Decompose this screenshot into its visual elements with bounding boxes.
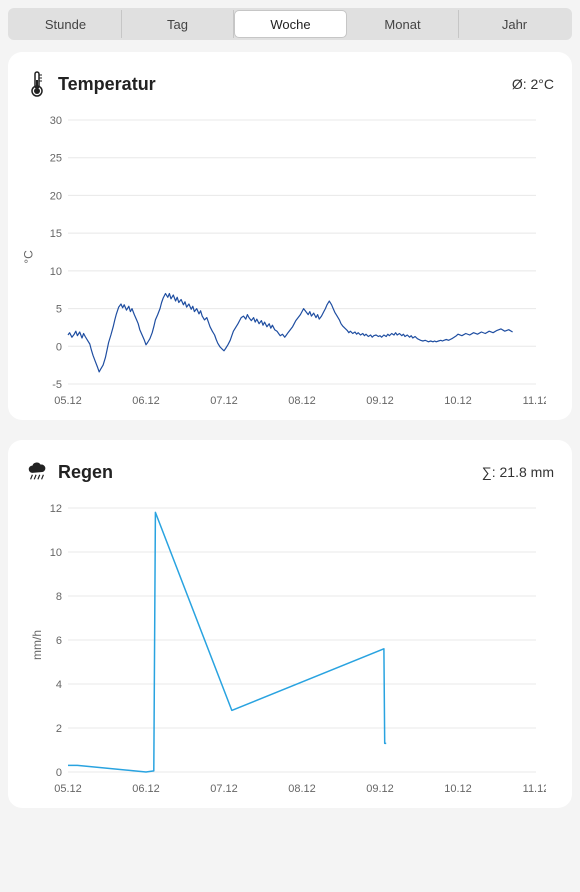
svg-text:2: 2 bbox=[56, 723, 62, 735]
svg-text:06.12: 06.12 bbox=[132, 395, 160, 407]
tab-label: Woche bbox=[270, 17, 310, 32]
temperature-card: Temperatur Ø: 2°C °C -5 0 5 10 15 20 25 30 05.12… bbox=[8, 52, 572, 420]
svg-text:8: 8 bbox=[56, 591, 62, 603]
svg-text:11.12: 11.12 bbox=[523, 395, 546, 407]
svg-text:08.12: 08.12 bbox=[288, 395, 316, 407]
tab-label: Jahr bbox=[502, 17, 527, 32]
tab-stunde[interactable]: Stunde bbox=[10, 10, 122, 38]
svg-text:4: 4 bbox=[56, 679, 62, 691]
svg-text:25: 25 bbox=[50, 153, 62, 165]
svg-text:30: 30 bbox=[50, 115, 62, 127]
tab-jahr[interactable]: Jahr bbox=[459, 10, 570, 38]
tab-label: Monat bbox=[384, 17, 420, 32]
tab-label: Stunde bbox=[45, 17, 86, 32]
svg-text:10.12: 10.12 bbox=[444, 783, 472, 795]
svg-text:11.12: 11.12 bbox=[523, 783, 546, 795]
svg-text:06.12: 06.12 bbox=[132, 783, 160, 795]
svg-text:10.12: 10.12 bbox=[444, 395, 472, 407]
thermometer-icon bbox=[26, 70, 48, 98]
svg-text:10: 10 bbox=[50, 266, 62, 278]
svg-text:-5: -5 bbox=[52, 379, 62, 391]
rain-chart-svg: 0 2 4 6 8 10 12 05.12 06.12 07.12 08.12 09.12 10.12 1… bbox=[26, 490, 546, 800]
svg-text:09.12: 09.12 bbox=[366, 395, 394, 407]
rain-total: ∑: 21.8 mm bbox=[482, 464, 554, 480]
svg-text:5: 5 bbox=[56, 304, 62, 316]
temperature-chart-svg: -5 0 5 10 15 20 25 30 05.12 06.12 07.12 08.12 09.12 1… bbox=[26, 102, 546, 412]
svg-text:10: 10 bbox=[50, 547, 62, 559]
card-header: Temperatur Ø: 2°C bbox=[26, 70, 554, 98]
svg-text:09.12: 09.12 bbox=[366, 783, 394, 795]
svg-text:08.12: 08.12 bbox=[288, 783, 316, 795]
svg-text:12: 12 bbox=[50, 503, 62, 515]
tab-tag[interactable]: Tag bbox=[122, 10, 234, 38]
svg-text:07.12: 07.12 bbox=[210, 395, 238, 407]
svg-text:0: 0 bbox=[56, 767, 62, 779]
svg-text:20: 20 bbox=[50, 190, 62, 202]
svg-text:15: 15 bbox=[50, 228, 62, 240]
y-axis-label: °C bbox=[22, 250, 36, 263]
svg-text:05.12: 05.12 bbox=[54, 395, 82, 407]
tab-label: Tag bbox=[167, 17, 188, 32]
temperature-average: Ø: 2°C bbox=[512, 76, 554, 92]
card-header: Regen ∑: 21.8 mm bbox=[26, 458, 554, 486]
svg-text:07.12: 07.12 bbox=[210, 783, 238, 795]
rain-cloud-icon bbox=[26, 458, 48, 486]
temperature-chart: °C -505101520253005.1206.1207.1208.1209.… bbox=[26, 102, 554, 412]
card-title: Temperatur bbox=[58, 74, 156, 95]
rain-card: Regen ∑: 21.8 mm mm/h 0 2 4 6 8 10 12 05.12 06.1… bbox=[8, 440, 572, 808]
tab-woche[interactable]: Woche bbox=[234, 10, 347, 38]
y-axis-label: mm/h bbox=[30, 630, 44, 660]
card-title: Regen bbox=[58, 462, 113, 483]
tab-monat[interactable]: Monat bbox=[347, 10, 459, 38]
svg-text:6: 6 bbox=[56, 635, 62, 647]
rain-chart: mm/h 0 2 4 6 8 10 12 05.12 06.12 07.12 08.12 09.12 1… bbox=[26, 490, 554, 800]
svg-text:0: 0 bbox=[56, 341, 62, 353]
svg-text:05.12: 05.12 bbox=[54, 783, 82, 795]
time-range-tabs: Stunde Tag Woche Monat Jahr bbox=[8, 8, 572, 40]
